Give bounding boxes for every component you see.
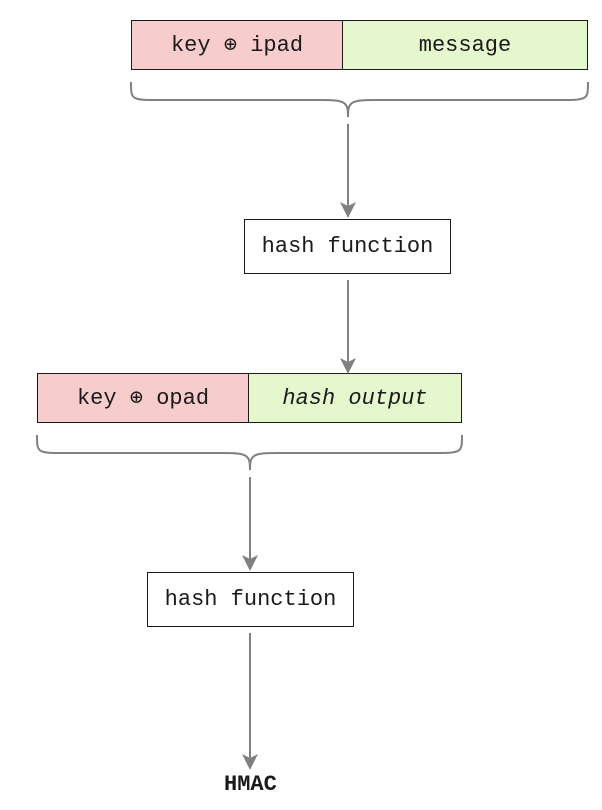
- brace-1: [131, 82, 588, 117]
- xor-icon: ⊕: [117, 385, 157, 411]
- block-key-opad: key ⊕ opad: [37, 373, 249, 423]
- key-ipad-pre: key: [171, 33, 211, 58]
- key-opad-post: opad: [156, 386, 209, 411]
- hash2-text: hash function: [165, 587, 337, 612]
- hash1-text: hash function: [262, 234, 434, 259]
- key-opad-pre: key: [77, 386, 117, 411]
- output-label: HMAC: [224, 772, 277, 797]
- message-text: message: [419, 33, 511, 58]
- brace-2: [37, 435, 462, 470]
- key-ipad-post: ipad: [250, 33, 303, 58]
- block-message: message: [343, 20, 588, 70]
- hash-output-text: hash output: [282, 386, 427, 411]
- xor-icon: ⊕: [211, 32, 251, 58]
- block-hash-2: hash function: [147, 572, 354, 627]
- block-hash-output: hash output: [249, 373, 462, 423]
- block-hash-1: hash function: [244, 219, 451, 274]
- block-key-ipad: key ⊕ ipad: [131, 20, 343, 70]
